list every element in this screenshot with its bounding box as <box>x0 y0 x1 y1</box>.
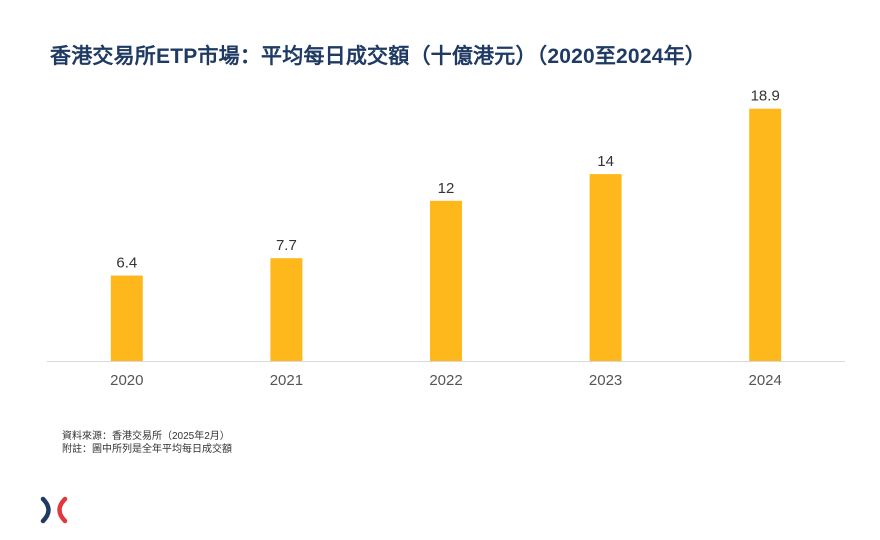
hkex-logo-icon <box>40 496 68 524</box>
chart-title: 香港交易所ETP市場：平均每日成交額（十億港元）（2020至2024年） <box>50 45 706 68</box>
value-label-2022: 12 <box>438 180 455 197</box>
source-note: 資料來源：香港交易所（2025年2月） <box>62 431 230 442</box>
bar-2021 <box>270 258 303 361</box>
value-label-2020: 6.4 <box>116 255 137 272</box>
bars-group <box>110 108 782 361</box>
bar-2024 <box>749 108 782 361</box>
value-label-2021: 7.7 <box>276 237 297 254</box>
value-label-2023: 14 <box>597 153 614 170</box>
bar-2023 <box>589 174 622 361</box>
x-tick-label-2023: 2023 <box>589 372 622 389</box>
bar-2022 <box>430 200 462 361</box>
remark-note: 附註：圖中所列是全年平均每日成交額 <box>62 444 232 455</box>
x-tick-label-2024: 2024 <box>749 372 782 389</box>
x-tick-labels-group: 2020 2021 2022 2023 2024 <box>110 372 782 389</box>
value-labels-group: 6.4 7.7 12 14 18.9 <box>116 88 779 272</box>
chart-notes: 資料來源：香港交易所（2025年2月） 附註：圖中所列是全年平均每日成交額 <box>62 430 232 456</box>
x-tick-label-2020: 2020 <box>110 372 143 389</box>
bar-2020 <box>110 275 143 361</box>
x-tick-label-2021: 2021 <box>270 372 303 389</box>
bar-chart: 6.4 7.7 12 14 18.9 2020 2021 2022 2023 2024 <box>47 88 845 389</box>
value-label-2024: 18.9 <box>751 88 780 105</box>
x-tick-label-2022: 2022 <box>429 372 462 389</box>
